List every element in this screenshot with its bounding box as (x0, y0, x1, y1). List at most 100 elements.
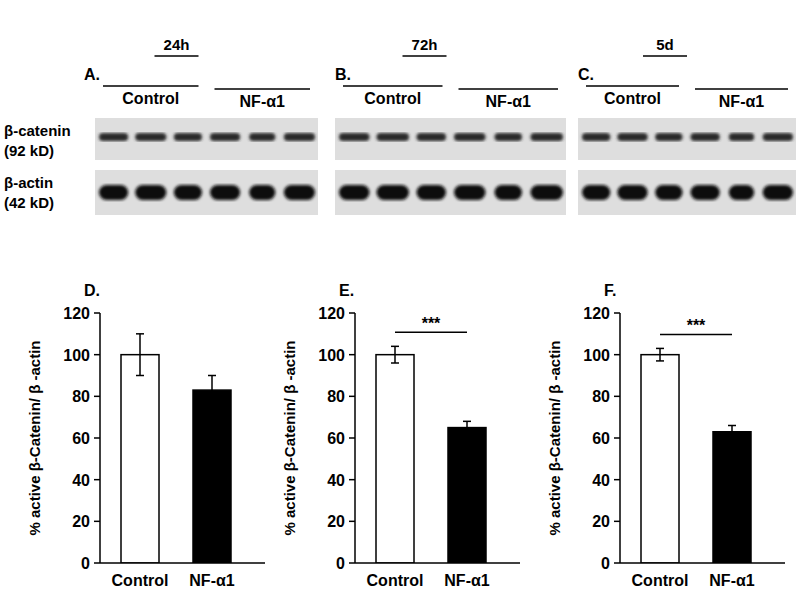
y-tick (349, 562, 355, 564)
panel-label: A. (84, 66, 100, 83)
group-line (103, 85, 199, 87)
blot-band (99, 185, 128, 200)
y-tick (614, 437, 620, 439)
x-tick-label: Control (112, 572, 169, 589)
y-tick-label: 0 (81, 555, 90, 572)
y-tick-label: 120 (63, 305, 90, 322)
panel-label: F. (604, 282, 616, 299)
y-tick (349, 479, 355, 481)
row-name: β-actin (4, 174, 53, 191)
x-tick-label: NF-α1 (444, 572, 489, 589)
error-stem (659, 348, 661, 361)
error-cap (391, 346, 399, 348)
blot-band (655, 185, 682, 200)
group-label: Control (604, 90, 661, 107)
error-cap (463, 421, 471, 423)
blot-band (729, 185, 754, 200)
blot-band (495, 133, 523, 141)
blot-band (531, 133, 564, 141)
y-tick-label: 40 (592, 472, 610, 489)
blot-band (174, 133, 202, 141)
y-tick (94, 396, 100, 398)
panel-label: E. (339, 282, 354, 299)
error-cap (728, 437, 736, 439)
panel-label: C. (578, 66, 594, 83)
y-tick-label: 20 (72, 513, 90, 530)
blot-band (210, 133, 240, 141)
y-tick (94, 312, 100, 314)
blot-band (582, 133, 610, 141)
significance-label: *** (687, 317, 706, 334)
y-tick-label: 60 (72, 430, 90, 447)
error-bar (391, 346, 399, 363)
group-label: Control (364, 90, 421, 107)
row-size: (92 kD) (4, 142, 54, 159)
y-tick-label: 60 (592, 430, 610, 447)
x-axis (355, 562, 520, 564)
blot-band (617, 133, 647, 141)
blot-band (655, 133, 682, 141)
y-tick (614, 479, 620, 481)
y-axis-label: % active β-Catenin/ β -actin (546, 340, 563, 535)
blot-band (691, 185, 720, 200)
y-tick (94, 479, 100, 481)
y-tick (349, 354, 355, 356)
error-bar (656, 348, 664, 361)
blot-band (210, 185, 240, 200)
blot-band (582, 185, 610, 200)
blot-band (284, 185, 315, 200)
y-tick-label: 80 (327, 388, 345, 405)
error-stem (394, 346, 396, 363)
bar (448, 428, 486, 563)
row-name: β-catenin (4, 122, 71, 139)
x-axis (100, 562, 265, 564)
error-cap (463, 433, 471, 435)
blot-band (377, 133, 410, 141)
y-tick (349, 521, 355, 523)
time-label: 5d (656, 36, 674, 53)
blot-band (763, 185, 793, 200)
blot-band (454, 185, 486, 200)
group-line (343, 85, 443, 87)
y-tick-label: 20 (327, 513, 345, 530)
blot-band (249, 185, 275, 200)
significance-label: *** (422, 315, 441, 332)
error-cap (656, 360, 664, 362)
blot-band (531, 185, 564, 200)
y-tick (94, 437, 100, 439)
error-bar (728, 426, 736, 439)
blot-band (135, 185, 166, 200)
y-tick (349, 312, 355, 314)
error-cap (208, 404, 216, 406)
error-bar (463, 421, 471, 434)
blot-band (617, 185, 647, 200)
blot-band (417, 133, 447, 141)
blot-band (495, 185, 523, 200)
y-tick-label: 80 (72, 388, 90, 405)
y-tick (614, 562, 620, 564)
blot-panel: C.5dControlNF-α1 (578, 36, 796, 215)
blot-panel: A.24hControlNF-α1 (84, 36, 318, 215)
blot-band (249, 133, 275, 141)
y-tick-label: 40 (327, 472, 345, 489)
group-line (695, 88, 788, 90)
y-tick (614, 521, 620, 523)
error-cap (136, 375, 144, 377)
bar (121, 355, 159, 563)
error-stem (211, 376, 213, 405)
y-tick-label: 100 (318, 347, 345, 364)
y-axis-label: % active β-Catenin/ β -actin (26, 340, 43, 535)
y-tick-label: 40 (72, 472, 90, 489)
y-tick-label: 120 (318, 305, 345, 322)
y-axis-label: % active β-Catenin/ β -actin (281, 340, 298, 535)
error-bar (208, 376, 216, 405)
blot-band (417, 185, 447, 200)
y-axis (354, 313, 356, 563)
y-tick (94, 354, 100, 356)
bar (376, 355, 414, 563)
blot-band (377, 185, 410, 200)
blot-band (174, 185, 202, 200)
blot-membrane (95, 170, 318, 215)
group-label: NF-α1 (240, 93, 285, 110)
bar (713, 432, 751, 563)
